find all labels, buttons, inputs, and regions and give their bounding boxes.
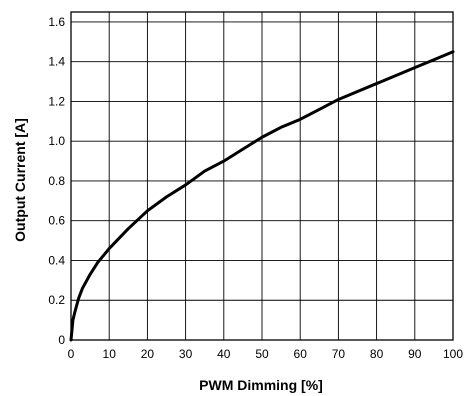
y-tick-label: 0.2 — [48, 293, 65, 307]
x-tick-label: 90 — [408, 347, 422, 361]
y-tick-label: 0.6 — [48, 214, 65, 228]
x-axis-label: PWM Dimming [%] — [199, 377, 323, 393]
series-line — [69, 50, 455, 342]
y-tick-label: 0.4 — [48, 253, 65, 267]
x-tick-label: 100 — [443, 347, 463, 361]
x-tick-label: 30 — [179, 347, 193, 361]
y-tick-label: 1.2 — [48, 94, 65, 108]
x-tick-label: 70 — [332, 347, 346, 361]
x-tick-labels: 0 10 20 30 40 50 60 70 80 90 100 — [68, 347, 464, 361]
x-tick-label: 20 — [141, 347, 155, 361]
x-tick-label: 50 — [255, 347, 269, 361]
x-tick-label: 10 — [103, 347, 117, 361]
x-tick-label: 60 — [294, 347, 308, 361]
x-tick-label: 80 — [370, 347, 384, 361]
x-tick-label: 0 — [68, 347, 75, 361]
plot-frame — [70, 11, 454, 341]
x-tick-label: 40 — [217, 347, 231, 361]
y-tick-label: 1.4 — [48, 55, 65, 69]
y-tick-label: 1.0 — [48, 134, 65, 148]
y-axis-label: Output Current [A] — [12, 118, 28, 242]
y-tick-label: 1.6 — [48, 15, 65, 29]
y-tick-label: 0.8 — [48, 174, 65, 188]
y-tick-label: 0 — [58, 333, 65, 347]
y-tick-labels: 0 0.2 0.4 0.6 0.8 1.0 1.2 1.4 1.6 — [48, 15, 65, 347]
grid-lines — [70, 12, 454, 341]
